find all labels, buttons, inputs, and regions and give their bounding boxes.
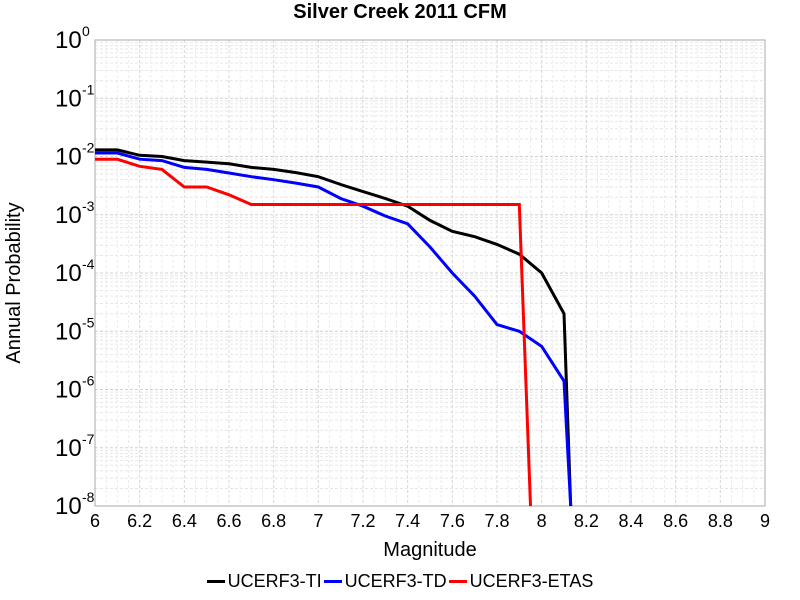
y-tick-exponent: -4 [82,256,95,272]
y-tick-exponent: -6 [82,373,95,389]
y-tick-base: 10 [55,435,82,462]
y-tick-exponent: -2 [82,140,95,156]
x-tick-label: 8.2 [574,511,599,531]
y-tick-exponent: -3 [82,198,95,214]
legend-label: UCERF3-ETAS [469,570,594,591]
y-tick-label: 10 -7 [55,431,95,462]
y-tick-label: 10 -1 [55,81,95,112]
series-layer [95,148,573,507]
x-tick-label: 8 [537,511,547,531]
legend-label: UCERF3-TI [227,570,322,591]
legend-swatch [448,579,467,583]
grid-lines [94,40,766,507]
x-tick-label: 6.2 [127,511,152,531]
x-tick-label: 7.4 [395,511,420,531]
x-tick-label: 7.8 [484,511,509,531]
y-tick-base: 10 [55,493,82,520]
x-tick-label: 7 [313,511,323,531]
x-tick-label: 6.4 [172,511,197,531]
legend-item: UCERF3-TD [323,570,447,592]
y-tick-label: 10 -2 [55,140,95,171]
y-tick-base: 10 [55,260,82,287]
y-tick-exponent: -8 [82,489,95,505]
x-tick-label: 8.6 [663,511,688,531]
y-tick-base: 10 [55,27,82,54]
y-tick-base: 10 [55,85,82,112]
legend: UCERF3-TI UCERF3-TD UCERF3-ETAS [0,568,800,594]
y-tick-base: 10 [55,318,82,345]
x-tick-label: 9 [760,511,770,531]
y-tick-exponent: -5 [82,314,95,330]
x-tick-label: 7.6 [440,511,465,531]
legend-item: UCERF3-TI [206,570,322,592]
x-tick-labels: 6 6.2 6.4 6.6 6.8 7 7.2 7.4 7.6 7.8 8 8.2 8.4 8.6 8.8 9 [90,511,770,531]
y-axis-title: Annual Probability [3,202,25,363]
y-tick-base: 10 [55,202,82,229]
chart-title: Silver Creek 2011 CFM [293,1,506,23]
x-tick-label: 6 [90,511,100,531]
legend-swatch [206,579,225,583]
x-tick-label: 6.8 [261,511,286,531]
x-tick-label: 8.8 [708,511,733,531]
x-axis-title: Magnitude [383,539,476,561]
x-tick-label: 6.6 [216,511,241,531]
y-tick-base: 10 [55,377,82,404]
y-tick-exponent: -1 [82,81,95,97]
y-tick-label: 10 -3 [55,198,95,229]
y-tick-label: 10 0 [55,23,90,54]
y-tick-label: 10 -6 [55,373,95,404]
y-tick-exponent: -7 [82,431,95,447]
plot-frame [94,39,766,507]
y-tick-exponent: 0 [82,23,90,39]
legend-swatch [323,579,342,583]
y-tick-label: 10 -8 [55,489,95,520]
x-tick-label: 8.4 [618,511,643,531]
y-tick-label: 10 -4 [55,256,95,287]
y-tick-label: 10 -5 [55,314,95,345]
x-tick-label: 7.2 [350,511,375,531]
legend-item: UCERF3-ETAS [448,570,594,592]
y-tick-base: 10 [55,144,82,171]
series-line-ucerf3-ti [95,148,573,507]
series-line-ucerf3-td [95,151,573,507]
legend-label: UCERF3-TD [344,570,447,591]
series-line-ucerf3-etas [95,157,532,507]
